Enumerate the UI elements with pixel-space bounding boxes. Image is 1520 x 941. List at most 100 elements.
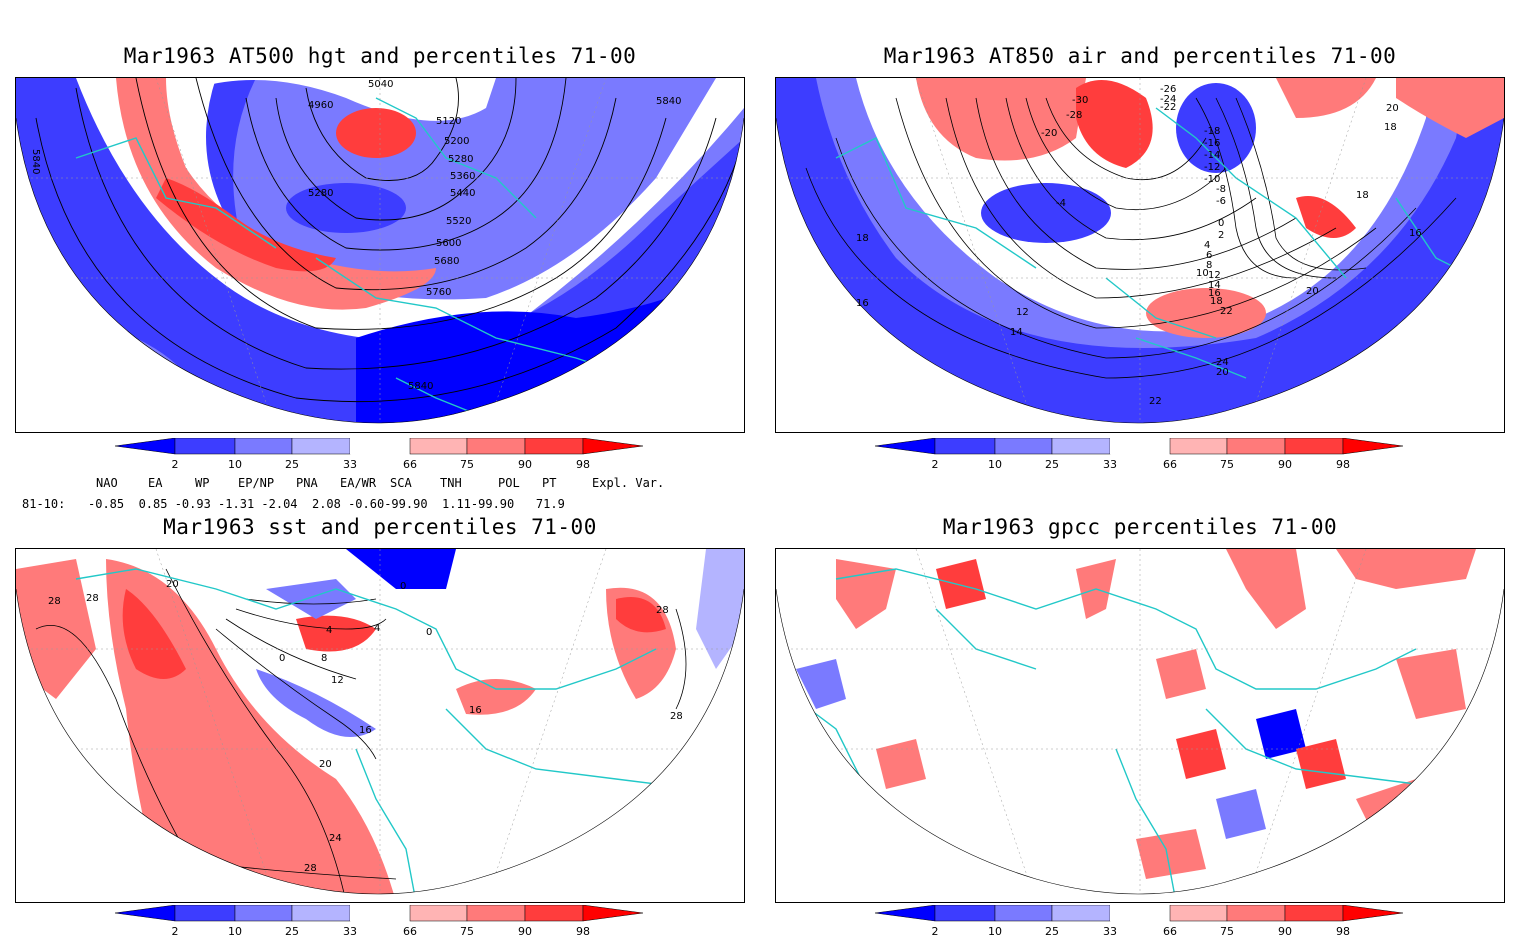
tele-header: PNA [296, 476, 318, 490]
contour-label: 6 [1206, 250, 1212, 261]
contour-label: 16 [1409, 228, 1422, 239]
colorbar-label: 25 [1045, 458, 1059, 471]
colorbar-label: 2 [172, 458, 179, 471]
colorbar-panel-1: 2 10 25 33 66 75 90 98 [115, 438, 644, 471]
contour-label: 8 [1206, 260, 1212, 271]
contour-label: 5680 [434, 256, 459, 267]
contour-label: 10 [1196, 268, 1209, 279]
contour-label: -6 [1216, 196, 1226, 207]
contour-label: 28 [304, 863, 317, 874]
contour-label: 14 [1208, 280, 1221, 291]
colorbar-swatches [875, 905, 1404, 922]
contour-label: 5520 [446, 216, 471, 227]
colorbar-label: 33 [343, 458, 357, 471]
contour-label: 18 [1210, 296, 1223, 307]
tele-header: TNH [440, 476, 462, 490]
colorbar-label: 33 [1103, 925, 1117, 938]
tele-header: EA [148, 476, 163, 490]
contour-label: -18 [1204, 126, 1220, 137]
colorbar-label: 33 [1103, 458, 1117, 471]
contour-label: 5440 [450, 188, 475, 199]
contour-label: -14 [1204, 150, 1220, 161]
contour-label: -8 [1216, 184, 1226, 195]
contour-label: 5280 [448, 154, 473, 165]
colorbar-swatches [115, 905, 644, 922]
panel-3-title: Mar1963 sst and percentiles 71-00 [163, 515, 597, 539]
contour-label: 5200 [444, 136, 469, 147]
colorbar-label: 25 [285, 925, 299, 938]
colorbar-label: 75 [1220, 925, 1234, 938]
colorbar-panel-2: 2 10 25 33 66 75 90 98 [875, 438, 1404, 471]
contour-label: 12 [1208, 270, 1221, 281]
contour-label: 4 [326, 625, 332, 636]
tele-header: POL [498, 476, 520, 490]
contour-label: 18 [1384, 122, 1397, 133]
contour-label: 20 [1216, 367, 1229, 378]
colorbar-label: 90 [518, 458, 532, 471]
contour-label: 5280 [308, 188, 333, 199]
tele-header: EP/NP [238, 476, 275, 490]
map-panel-air850: -26 -24 -22 -30 -28 -20 -18 -16 -14 -12 … [775, 77, 1505, 433]
contour-label: -16 [1204, 138, 1220, 149]
panel-4-title: Mar1963 gpcc percentiles 71-00 [942, 515, 1338, 539]
panel-2-title: Mar1963 AT850 air and percentiles 71-00 [883, 44, 1397, 68]
colorbar-label: 33 [343, 925, 357, 938]
tele-period: 81-10: [22, 497, 66, 511]
colorbar-panel-3: 2 10 25 33 66 75 90 98 [115, 905, 644, 938]
colorbar-label: 2 [932, 458, 939, 471]
colorbar-label: 90 [1278, 458, 1292, 471]
colorbar-label: 10 [988, 925, 1002, 938]
map-panel-sst: 28 28 20 0 4 4 8 12 16 20 24 28 16 28 28… [15, 548, 745, 903]
colorbar-label: 2 [932, 925, 939, 938]
colorbar-label: 66 [403, 458, 417, 471]
contour-label: 12 [1016, 307, 1029, 318]
colorbar-label: 98 [576, 458, 590, 471]
colorbar-label: 90 [518, 925, 532, 938]
colorbar-label: 98 [1336, 925, 1350, 938]
contour-label: 22 [1220, 306, 1233, 317]
contour-label: 22 [1149, 396, 1162, 407]
contour-label: 5760 [426, 287, 451, 298]
contour-label: -24 [1160, 94, 1176, 105]
contour-label: 5120 [436, 116, 461, 127]
colorbar-label: 10 [228, 925, 242, 938]
contour-label: 5360 [450, 171, 475, 182]
colorbar-label: 66 [1163, 458, 1177, 471]
contour-label: 16 [856, 298, 869, 309]
contour-label: 4 [1204, 240, 1210, 251]
contour-label: 0 [1218, 218, 1224, 229]
tele-header: WP [195, 476, 210, 490]
colorbar-label: 25 [285, 458, 299, 471]
contour-label: 0 [400, 581, 406, 592]
colorbar-label: 10 [988, 458, 1002, 471]
map-gpcc [776, 549, 1504, 895]
colorbar-label: 25 [1045, 925, 1059, 938]
tele-header: Expl. Var. [592, 476, 665, 490]
contour-label: 28 [86, 593, 99, 604]
tele-header: EA/WR [340, 476, 377, 490]
contour-label: 0 [426, 627, 432, 638]
contour-label: 24 [1216, 357, 1229, 368]
contour-label: 28 [670, 711, 683, 722]
contour-label: -30 [1072, 95, 1088, 106]
colorbar-label: 98 [1336, 458, 1350, 471]
contour-label: 5840 [30, 149, 41, 174]
colorbar-label: 75 [460, 925, 474, 938]
contour-label: -28 [1066, 110, 1082, 121]
tele-values: -0.85 0.85 -0.93 -1.31 -2.04 2.08 -0.60-… [88, 497, 565, 511]
contour-label: 12 [331, 675, 344, 686]
contour-label: 0 [279, 653, 285, 664]
contour-label: 24 [329, 833, 342, 844]
colorbar-label: 66 [403, 925, 417, 938]
colorbar-swatches [875, 438, 1404, 455]
contour-label: 20 [319, 759, 332, 770]
contour-label: 16 [469, 705, 482, 716]
contour-label: -4 [1056, 198, 1066, 209]
contour-label: 5840 [656, 96, 681, 107]
map-panel-hgt500: 5040 4960 5120 5200 5280 5360 5440 5520 … [15, 77, 745, 433]
contour-label: 5600 [436, 238, 461, 249]
colorbar-panel-4: 2 10 25 33 66 75 90 98 [875, 905, 1404, 938]
contour-label: -10 [1204, 174, 1220, 185]
colorbar-label: 90 [1278, 925, 1292, 938]
colorbar-label: 75 [1220, 458, 1234, 471]
